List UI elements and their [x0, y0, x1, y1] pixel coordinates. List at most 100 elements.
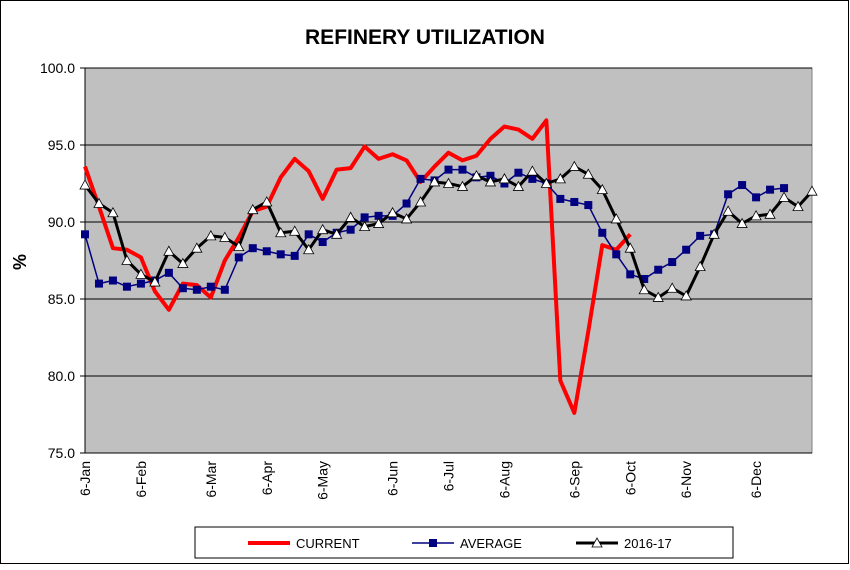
data-point — [498, 173, 511, 184]
x-tick-label: 6-Nov — [678, 461, 694, 498]
data-point — [93, 197, 105, 208]
data-point — [752, 193, 761, 202]
data-point — [612, 250, 621, 259]
legend-label: AVERAGE — [460, 536, 522, 551]
x-tick-label: 6-Apr — [259, 461, 275, 496]
data-point — [262, 247, 271, 256]
y-tick-label: 100.0 — [40, 60, 75, 76]
data-point — [764, 208, 776, 219]
data-point — [512, 180, 525, 191]
data-point — [444, 165, 453, 174]
x-tick-label: 6-Feb — [133, 461, 149, 498]
data-point — [540, 177, 553, 188]
data-point — [556, 194, 565, 203]
data-point — [275, 226, 287, 238]
data-point — [108, 276, 117, 285]
data-point — [346, 225, 355, 234]
data-point — [458, 165, 467, 174]
data-point — [596, 183, 608, 195]
y-tick-label: 75.0 — [48, 445, 75, 461]
legend-label: CURRENT — [296, 536, 360, 551]
data-point — [163, 245, 175, 256]
data-point — [374, 211, 383, 220]
x-tick-label: 6-Oct — [622, 461, 638, 495]
data-point — [360, 213, 369, 222]
data-point — [766, 185, 775, 194]
data-point — [526, 165, 539, 176]
data-point — [107, 206, 119, 218]
data-point — [584, 201, 593, 210]
data-point — [722, 205, 734, 216]
data-point — [290, 251, 299, 260]
chart-title: REFINERY UTILIZATION — [305, 26, 545, 49]
data-point — [318, 238, 327, 247]
data-point — [568, 160, 581, 171]
data-point — [736, 217, 748, 228]
data-point — [205, 230, 217, 241]
data-point — [610, 213, 622, 224]
legend-marker — [591, 537, 603, 548]
data-point — [528, 174, 537, 183]
data-point — [638, 283, 650, 295]
data-point — [598, 228, 607, 237]
data-point — [582, 168, 594, 179]
data-point — [778, 191, 790, 202]
data-point — [248, 244, 257, 253]
data-point — [484, 176, 497, 187]
y-axis-label: % — [10, 254, 30, 270]
data-point — [121, 254, 133, 265]
data-point — [233, 240, 245, 252]
data-point — [806, 185, 818, 196]
data-point — [191, 242, 203, 253]
data-point — [344, 211, 357, 222]
y-tick-label: 85.0 — [48, 291, 75, 307]
x-tick-label: 6-Sep — [566, 461, 582, 499]
data-point — [416, 174, 425, 183]
x-tick-label: 6-Aug — [496, 461, 512, 498]
data-point — [694, 260, 706, 272]
series-line — [83, 118, 632, 415]
data-point — [792, 200, 804, 211]
data-point — [178, 284, 187, 293]
data-point — [304, 230, 313, 239]
data-point — [261, 196, 273, 207]
x-tick-label: 6-Jun — [385, 461, 401, 496]
x-tick-label: 6-May — [315, 461, 331, 500]
data-point — [94, 279, 103, 288]
x-tick-label: 6-Jan — [77, 461, 93, 496]
data-point — [372, 217, 385, 228]
data-point — [682, 245, 691, 254]
data-point — [303, 243, 315, 255]
x-tick-label: 6-Jul — [441, 461, 457, 491]
data-point — [654, 265, 663, 274]
x-tick-label: 6-Mar — [203, 461, 219, 498]
y-tick-label: 90.0 — [48, 214, 75, 230]
data-point — [136, 279, 145, 288]
data-point — [724, 190, 733, 199]
data-point — [164, 268, 173, 277]
data-point — [680, 290, 692, 301]
data-point — [276, 250, 285, 259]
data-point — [192, 285, 201, 294]
data-point — [500, 179, 509, 188]
data-point — [456, 180, 469, 191]
data-point — [330, 228, 343, 239]
data-point — [738, 181, 747, 190]
data-point — [486, 171, 495, 180]
data-point — [400, 213, 413, 224]
legend-marker — [429, 539, 437, 547]
data-point — [81, 230, 89, 239]
data-point — [316, 223, 329, 235]
data-point — [220, 285, 229, 294]
data-point — [652, 291, 664, 302]
data-point — [247, 203, 259, 215]
data-point — [79, 179, 91, 190]
y-tick-label: 95.0 — [48, 137, 75, 153]
data-point — [750, 210, 762, 221]
y-tick-label: 80.0 — [48, 368, 75, 384]
data-point — [386, 206, 399, 218]
data-point — [470, 169, 483, 181]
data-point — [289, 225, 301, 236]
data-point — [414, 196, 427, 207]
